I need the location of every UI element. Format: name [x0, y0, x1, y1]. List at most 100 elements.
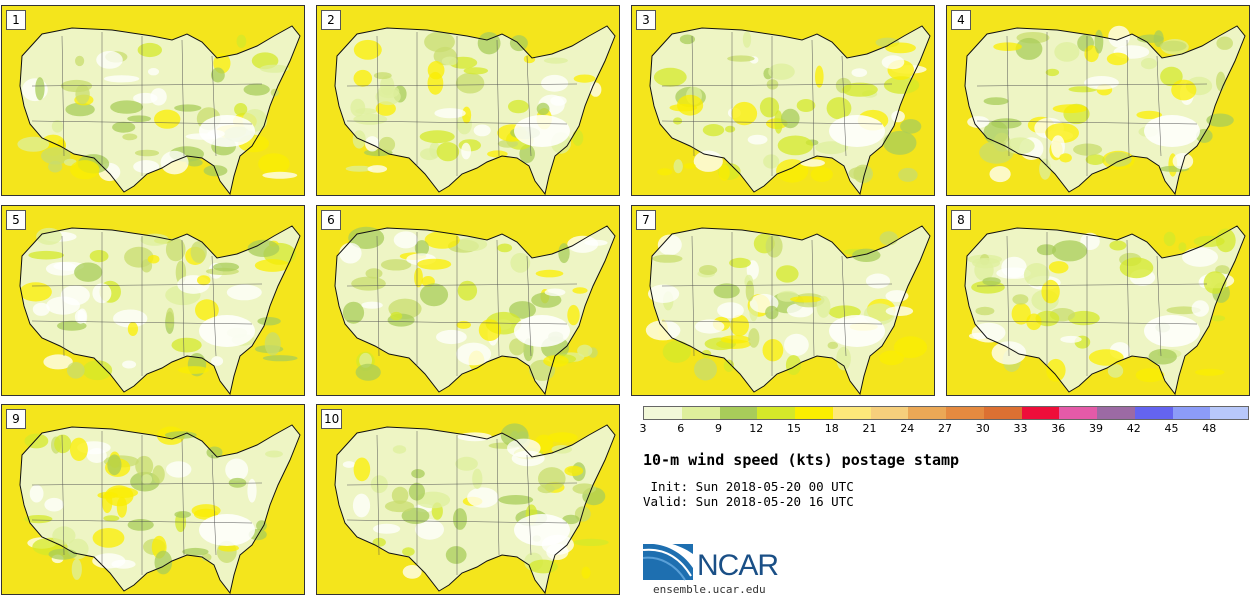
member-number-label: 10 [321, 409, 343, 429]
wind-speed-patch [653, 67, 687, 87]
wind-speed-patch [103, 75, 140, 83]
chart-title: 10-m wind speed (kts) postage stamp [643, 451, 960, 469]
legend-tick-label: 9 [715, 422, 722, 435]
wind-speed-patch [415, 491, 451, 509]
wind-speed-patch [260, 64, 289, 73]
member-number-label: 7 [636, 210, 656, 230]
wind-speed-patch [1046, 358, 1066, 382]
wind-speed-patch [851, 68, 868, 77]
wind-speed-patch [377, 85, 400, 99]
wind-speed-patch [365, 136, 380, 152]
wind-speed-patch [673, 159, 683, 174]
legend-tick-label: 48 [1202, 422, 1217, 435]
wind-speed-patch [699, 265, 718, 275]
wind-speed-patch [211, 356, 224, 366]
ensemble-member-map: 10 [316, 404, 620, 595]
wind-speed-patch [836, 346, 851, 371]
wind-speed-patch [154, 109, 181, 129]
wind-speed-patch [497, 243, 513, 253]
wind-speed-patch [543, 57, 568, 64]
wind-speed-patch [197, 275, 211, 286]
wind-speed-patch [419, 283, 449, 307]
wind-speed-patch [573, 538, 609, 546]
wind-speed-patch [1148, 348, 1177, 365]
wind-speed-patch [1054, 42, 1080, 62]
site-url[interactable]: ensemble.ucar.edu [653, 583, 766, 596]
legend-tick-label: 6 [677, 422, 685, 435]
wind-speed-patch [103, 515, 120, 522]
wind-speed-patch [133, 160, 160, 174]
state-border [211, 55, 217, 157]
wind-speed-patch [826, 97, 852, 120]
wind-speed-patch [171, 337, 202, 353]
wind-speed-patch [218, 544, 239, 552]
wind-speed-patch [342, 301, 365, 324]
wind-speed-patch [414, 267, 423, 288]
coastline [19, 424, 301, 594]
wind-speed-patch [122, 133, 138, 141]
wind-speed-patch [1106, 52, 1129, 66]
state-border [526, 255, 532, 357]
wind-speed-patch [44, 497, 64, 512]
state-border [661, 120, 883, 125]
wind-speed-patch [765, 234, 783, 258]
wind-speed-patch [254, 259, 290, 272]
wind-speed-patch [75, 55, 85, 67]
state-border [691, 35, 695, 157]
calm-region [199, 315, 255, 347]
calm-region [514, 514, 570, 546]
legend-tick-label: 42 [1126, 422, 1141, 435]
wind-speed-patch [815, 65, 824, 88]
coastline [964, 225, 1246, 395]
wind-speed-patch [1060, 335, 1082, 343]
wind-speed-patch [1012, 294, 1029, 305]
wind-speed-patch [472, 468, 483, 489]
wind-speed-patch [509, 338, 525, 356]
wind-speed-patch [729, 257, 751, 268]
state-border [31, 519, 253, 524]
ensemble-member-map: 2 [316, 5, 620, 196]
wind-speed-patch [104, 485, 134, 507]
wind-speed-patch [1203, 271, 1227, 294]
ensemble-member-map: 9 [1, 404, 305, 595]
wind-speed-patch [1051, 135, 1065, 158]
wind-speed-patch [776, 159, 809, 183]
wind-speed-patch [1039, 158, 1051, 180]
wind-speed-patch [112, 121, 136, 133]
state-border [1126, 239, 1130, 357]
state-border [346, 83, 578, 87]
wind-speed-patch [1059, 153, 1072, 163]
wind-speed-patch [455, 72, 485, 94]
wind-speed-patch [342, 461, 356, 468]
wind-speed-patch [497, 139, 518, 148]
wind-speed-patch [694, 358, 717, 381]
wind-speed-patch [401, 507, 430, 524]
wind-speed-patch [567, 235, 599, 253]
valid-time: Valid: Sun 2018-05-20 16 UTC [643, 494, 854, 509]
state-border [346, 320, 568, 325]
wind-speed-patch [226, 284, 262, 301]
wind-speed-patch [211, 67, 225, 83]
wind-speed-patch [453, 508, 467, 530]
legend-swatch [757, 407, 795, 419]
wind-speed-patch [547, 432, 578, 443]
state-border [181, 39, 185, 157]
wind-speed-patch [111, 559, 136, 569]
wind-speed-patch [508, 99, 529, 114]
wind-speed-patch [745, 280, 755, 302]
wind-speed-patch [436, 142, 460, 162]
wind-speed-patch [456, 342, 492, 366]
wind-speed-patch [436, 329, 467, 345]
wind-speed-patch [402, 565, 422, 579]
wind-speed-patch [467, 487, 499, 508]
wind-speed-patch [141, 474, 153, 485]
wind-speed-patch [225, 458, 249, 482]
wind-speed-patch [879, 350, 905, 366]
legend-tick-label: 30 [975, 422, 990, 435]
wind-speed-patch [972, 257, 1001, 269]
wind-speed-patch [776, 265, 799, 283]
wind-speed-patch [1036, 244, 1057, 256]
state-border [346, 519, 568, 524]
coastline [964, 25, 1246, 195]
state-border [976, 283, 1208, 287]
